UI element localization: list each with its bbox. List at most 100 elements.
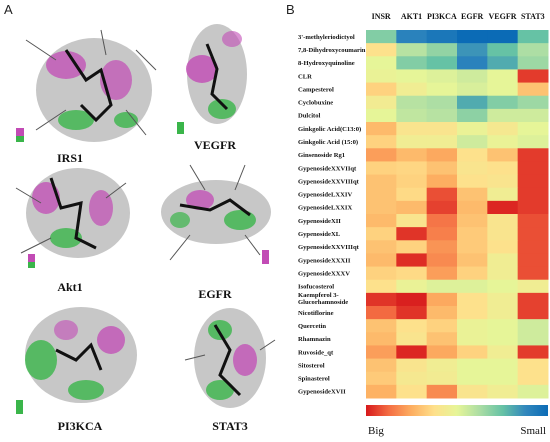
heatmap-cell bbox=[426, 253, 458, 268]
heatmap-cell bbox=[457, 161, 488, 176]
heatmap-cell bbox=[487, 358, 519, 373]
heatmap-cell bbox=[396, 30, 428, 44]
heatmap-cell bbox=[517, 253, 549, 268]
heatmap-cell bbox=[487, 56, 519, 70]
heatmap-cells bbox=[366, 30, 549, 399]
heatmap-cell bbox=[487, 108, 519, 123]
heatmap-cell bbox=[396, 358, 428, 373]
heatmap-cell bbox=[396, 43, 428, 57]
row-label: GypenosideLXXIX bbox=[298, 205, 352, 212]
heatmap-cell bbox=[426, 187, 458, 202]
column-label: INSR bbox=[372, 12, 391, 21]
heatmap-cell bbox=[396, 82, 428, 97]
heatmap-cell bbox=[426, 240, 458, 254]
dock-egfr-image bbox=[161, 164, 271, 264]
heatmap-cell bbox=[487, 135, 519, 149]
heatmap-cell bbox=[517, 266, 549, 281]
row-label: GypenosideXL bbox=[298, 231, 341, 238]
heatmap-cell bbox=[457, 279, 488, 294]
heatmap-cell bbox=[366, 43, 397, 57]
heatmap-cell bbox=[517, 187, 549, 202]
heatmap-cell bbox=[517, 279, 549, 294]
heatmap-cell bbox=[487, 371, 519, 386]
column-label: EGFR bbox=[461, 12, 483, 21]
heatmap-cell bbox=[457, 82, 488, 97]
row-label: GypenosideXXXV bbox=[298, 270, 350, 277]
row-label: Dulcitol bbox=[298, 113, 321, 120]
heatmap-cell bbox=[366, 69, 397, 84]
row-label: CLR bbox=[298, 73, 312, 80]
heatmap-cell bbox=[487, 95, 519, 110]
heatmap-cell bbox=[487, 319, 519, 333]
heatmap-cell bbox=[487, 332, 519, 346]
heatmap-cell bbox=[366, 279, 397, 294]
heatmap-cell bbox=[366, 345, 397, 360]
heatmap-cell bbox=[457, 135, 488, 149]
protein-label-stat3: STAT3 bbox=[212, 419, 248, 433]
heatmap-cell bbox=[457, 345, 488, 360]
heatmap-cell bbox=[366, 358, 397, 373]
heatmap-cell bbox=[517, 306, 549, 320]
heatmap-cell bbox=[426, 108, 458, 123]
heatmap-cell bbox=[487, 200, 519, 215]
row-label: GypenosideXXVIIIqt bbox=[298, 244, 360, 251]
heatmap-row-labels: 3'-methyleriodictyol 7,8-Dihydroxycoumari… bbox=[298, 34, 366, 396]
heatmap-cell bbox=[426, 345, 458, 360]
heatmap-cell bbox=[426, 161, 458, 176]
heatmap-cell bbox=[517, 56, 549, 70]
heatmap-cell bbox=[366, 122, 397, 136]
row-label: Quercetin bbox=[298, 323, 326, 330]
heatmap-cell bbox=[396, 95, 428, 110]
heatmap-cell bbox=[396, 148, 428, 162]
heatmap-cell bbox=[457, 227, 488, 241]
row-label: Isofucosterol bbox=[298, 284, 334, 291]
row-label: 8-Hydroxyquinoline bbox=[298, 60, 355, 67]
protein-label-irs1: IRS1 bbox=[56, 151, 83, 165]
heatmap-cell bbox=[517, 371, 549, 386]
row-label: GypenosideLXXIV bbox=[298, 192, 352, 199]
heatmap-cell bbox=[396, 122, 428, 136]
heatmap-cell bbox=[396, 214, 428, 228]
heatmap-cell bbox=[487, 214, 519, 228]
heatmap-cell bbox=[517, 82, 549, 97]
heatmap-cell bbox=[396, 108, 428, 123]
heatmap-cell bbox=[426, 319, 458, 333]
heatmap-cell bbox=[487, 174, 519, 189]
row-label: 7,8-Dihydroxycoumarin bbox=[298, 47, 366, 54]
row-label: Spinasterol bbox=[298, 376, 330, 383]
heatmap-cell bbox=[396, 187, 428, 202]
dock-irs1-image bbox=[16, 29, 157, 142]
heatmap-cell bbox=[457, 292, 488, 307]
heatmap-cell bbox=[457, 174, 488, 189]
heatmap-cell bbox=[426, 148, 458, 162]
heatmap-cell bbox=[396, 69, 428, 84]
heatmap-cell bbox=[457, 371, 488, 386]
panel-b-letter: B bbox=[286, 2, 295, 17]
heatmap-cell bbox=[517, 214, 549, 228]
row-label: Ginsenoside Rg1 bbox=[298, 152, 345, 159]
heatmap-cell bbox=[366, 30, 397, 44]
row-label: Nicotiflorine bbox=[298, 310, 334, 317]
column-label: VEGFR bbox=[489, 12, 517, 21]
heatmap-cell bbox=[426, 358, 458, 373]
row-label: GypenosideXXVIIIqt bbox=[298, 178, 360, 185]
heatmap-cell bbox=[366, 266, 397, 281]
heatmap-cell bbox=[396, 279, 428, 294]
heatmap-cell bbox=[426, 30, 458, 44]
heatmap-cell bbox=[457, 384, 488, 399]
heatmap-cell bbox=[487, 148, 519, 162]
dock-pi3kca-image bbox=[16, 307, 137, 414]
heatmap-cell bbox=[366, 384, 397, 399]
heatmap-cell bbox=[426, 43, 458, 57]
heatmap-cell bbox=[487, 384, 519, 399]
heatmap-cell bbox=[457, 43, 488, 57]
heatmap-cell bbox=[457, 148, 488, 162]
heatmap-cell bbox=[396, 200, 428, 215]
heatmap-cell bbox=[396, 306, 428, 320]
heatmap-cell bbox=[366, 306, 397, 320]
colorbar-high-label: Small bbox=[520, 425, 546, 437]
heatmap-cell bbox=[487, 161, 519, 176]
row-label: Cyclobuxine bbox=[298, 100, 333, 107]
heatmap-cell bbox=[426, 214, 458, 228]
